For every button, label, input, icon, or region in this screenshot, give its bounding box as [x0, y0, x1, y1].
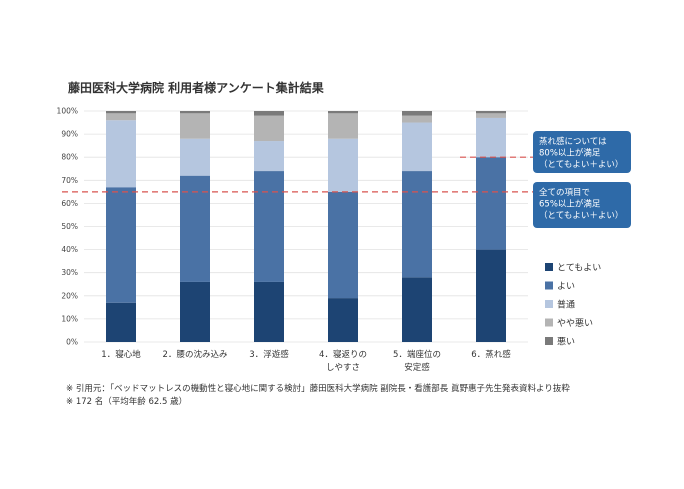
bar-segment — [106, 187, 136, 303]
callout-text: 80%以上が満足 — [539, 148, 601, 159]
y-tick-label: 20% — [61, 291, 78, 300]
legend-label: 悪い — [557, 337, 575, 348]
bar-segment — [180, 175, 210, 282]
bar-segment — [476, 117, 506, 158]
reference-lines — [62, 156, 533, 193]
legend-swatch — [545, 337, 553, 345]
x-category-label: 5．端座位の — [393, 349, 441, 360]
bar-segment — [402, 122, 432, 172]
legend-label: よい — [557, 281, 575, 292]
x-category-label: 6．蒸れ感 — [471, 349, 511, 360]
bar-segment — [180, 111, 210, 114]
y-tick-label: 30% — [61, 268, 78, 277]
bar-segment — [180, 113, 210, 139]
y-tick-label: 40% — [61, 245, 78, 254]
bar-segment — [402, 171, 432, 278]
bar-segment — [402, 277, 432, 342]
x-category-label: しやすさ — [326, 363, 360, 373]
bar-segment — [402, 115, 432, 123]
x-category-label: 1．寝心地 — [101, 349, 141, 360]
x-category-label: 3．浮遊感 — [249, 349, 289, 360]
legend-label: やや悪い — [557, 318, 593, 329]
bar-segment — [328, 298, 358, 342]
y-tick-label: 50% — [61, 222, 78, 231]
bar-segment — [106, 111, 136, 114]
bar-segment — [328, 113, 358, 139]
x-category-label: 4．寝返りの — [319, 349, 367, 360]
callout-text: （とてもよい＋よい） — [539, 159, 623, 170]
bar-segment — [106, 302, 136, 342]
y-tick-label: 70% — [61, 176, 78, 185]
bar-segment — [328, 111, 358, 114]
bar-segment — [106, 113, 136, 121]
bar-segment — [106, 120, 136, 188]
y-tick-label: 100% — [57, 107, 78, 116]
callout-80 — [533, 131, 631, 173]
callout-text: 65%以上が満足 — [539, 199, 601, 210]
bar-segment — [254, 171, 284, 282]
legend-swatch — [545, 281, 553, 290]
chart-title: 藤田医科大学病院 利用者様アンケート集計結果 — [67, 80, 324, 95]
bar-segment — [476, 157, 506, 250]
bar-segment — [476, 249, 506, 342]
legend-swatch — [545, 263, 553, 271]
legend-swatch — [545, 300, 553, 308]
x-category-label: 2．腰の沈み込み — [163, 349, 228, 360]
y-tick-label: 0% — [66, 338, 78, 347]
callout-65 — [533, 182, 631, 228]
y-axis-ticks: 0% 10% 20% 30% 40% 50% 60% 70% 80% 90% 100% — [57, 107, 78, 347]
legend-swatch — [545, 318, 553, 327]
legend-label: 普通 — [557, 299, 575, 311]
legend-label: とてもよい — [557, 263, 601, 274]
callout-text: 全ての項目で — [539, 187, 590, 198]
callout-text: 蒸れ感については — [539, 136, 607, 147]
bar-segment — [254, 281, 284, 342]
bar-segment — [254, 111, 284, 116]
bars-layer — [106, 111, 506, 342]
bar-segment — [180, 138, 210, 176]
bar-segment — [254, 115, 284, 142]
footnote-source: ※ 引用元：「ベッドマットレスの機動性と寝心地に関する検討」藤田医科大学病院 副… — [66, 383, 570, 394]
callout-text: （とてもよい＋よい） — [539, 210, 623, 221]
grid-layer — [84, 110, 528, 343]
y-tick-label: 80% — [61, 153, 78, 162]
x-category-label: 安定感 — [404, 362, 430, 373]
bar-segment — [328, 191, 358, 299]
footnote-sample: ※ 172 名（平均年齢 62.5 歳） — [66, 396, 187, 407]
bar-segment — [476, 113, 506, 118]
bar-segment — [254, 141, 284, 172]
bar-segment — [328, 138, 358, 192]
bar-segment — [476, 111, 506, 114]
y-tick-label: 10% — [61, 314, 78, 323]
bar-segment — [180, 281, 210, 342]
callouts: 蒸れ感については80%以上が満足（とてもよい＋よい）全ての項目で65%以上が満足… — [533, 131, 631, 228]
y-tick-label: 90% — [61, 130, 78, 139]
y-tick-label: 60% — [61, 199, 78, 208]
bar-segment — [402, 111, 432, 116]
